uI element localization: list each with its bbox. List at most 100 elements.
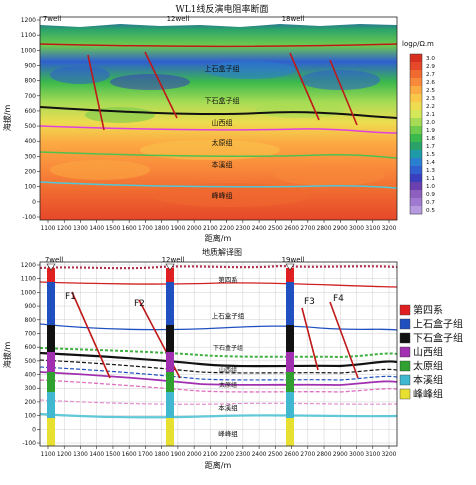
x-tick-label: 2600 [284, 226, 299, 232]
horizon-taiyuan [39, 151, 398, 159]
colorbar-swatch [410, 70, 422, 79]
legend-swatch [399, 374, 411, 386]
y-tick-label: 1200 [21, 17, 36, 24]
fault-f2 [144, 51, 178, 119]
colorbar-tick-label: 1.0 [426, 184, 435, 190]
layer-label-benxi: 本溪组 [212, 160, 233, 169]
well-label: 7well [45, 256, 63, 264]
x-tick-label: 3000 [349, 226, 364, 232]
y-tick-label: 800 [25, 317, 37, 324]
y-tick-label: 1100 [21, 276, 36, 283]
top-y-axis: 1200110010009008007006005004003002001000… [21, 17, 40, 221]
legend-swatch [399, 318, 411, 330]
colorbar-tick-label: 1.3 [426, 168, 435, 174]
y-tick-label: 700 [25, 330, 37, 337]
colorbar-swatch [410, 174, 422, 183]
colorbar-swatch [410, 54, 422, 63]
y-tick-label: 400 [25, 138, 37, 145]
well-column-segment [286, 392, 294, 418]
y-tick-label: 1100 [21, 32, 36, 39]
colorbar-swatch [410, 126, 422, 135]
well-columns [46, 263, 295, 446]
x-tick-label: 1400 [89, 452, 104, 458]
colorbar-swatch [410, 102, 422, 111]
layer-label-quaternary: 第四系 [218, 275, 238, 284]
fault-f3 [289, 52, 320, 121]
well-column-segment [166, 268, 174, 282]
colorbar-tick-label: 1.8 [426, 136, 435, 142]
fault-f1 [87, 54, 105, 131]
x-tick-label: 3100 [365, 452, 380, 458]
y-tick-label: 800 [25, 78, 37, 85]
y-tick-label: 1000 [21, 289, 36, 296]
fault-label-f1: F1 [65, 292, 76, 302]
legend-swatch [399, 304, 411, 316]
colorbar-swatch [410, 118, 422, 127]
well-label: 7well [43, 15, 61, 23]
y-tick-label: -100 [22, 440, 36, 447]
x-tick-label: 2200 [219, 452, 234, 458]
well-column-segment [286, 325, 294, 352]
horizon-base-quaternary [39, 43, 398, 48]
legend-swatch [399, 360, 411, 372]
colorbar-frame [409, 53, 423, 215]
fault-f4 [329, 301, 359, 379]
x-tick-label: 2800 [317, 452, 332, 458]
well-column-segment [286, 418, 294, 446]
legend-label: 本溪组 [413, 374, 443, 387]
layer-label-lower-shihezi: 下石盒子组 [205, 96, 240, 105]
colorbar-tick-label: 2.3 [426, 96, 435, 102]
fault-f1 [71, 291, 111, 379]
legend-swatch [399, 346, 411, 358]
x-tick-label: 3100 [365, 226, 380, 232]
colorbar-swatch [410, 110, 422, 119]
layer-label-upper-shihezi: 上石盒子组 [212, 311, 245, 320]
well-column-segment [47, 372, 55, 392]
x-tick-label: 2400 [252, 452, 267, 458]
well-label: 12well [167, 15, 190, 23]
interpretation-plot-frame [39, 261, 398, 447]
well-head-icon [285, 263, 295, 271]
colorbar: 3.0 2.9 2.7 2.6 2.5 2.3 2.2 2.1 2.0 1.9 1.8 1.7 1.5 1… [409, 53, 435, 215]
well-column-segment [166, 372, 174, 392]
horizon-coal-2 [39, 366, 398, 381]
y-tick-label: 500 [25, 123, 37, 130]
colorbar-tick-label: 1.1 [426, 176, 435, 182]
colorbar-swatch [410, 86, 422, 95]
layer-label-shanxi: 山西组 [219, 366, 237, 374]
x-tick-label: 3000 [349, 452, 364, 458]
geologic-interpretation-panel: 地质解译图 F1 F2 F3 F4 第四系 上石盒子组 下石盒子 [2, 247, 463, 470]
horizon-shanxi [39, 125, 398, 134]
x-tick-label: 1800 [154, 226, 169, 232]
horizon-taiyuan [39, 379, 398, 393]
colorbar-tick-label: 0.7 [426, 200, 435, 206]
x-tick-label: 1100 [41, 226, 56, 232]
bottom-x-axis: 1100 1200 1300 1400 1500 1600 1700 1800 1900 2000… [41, 446, 397, 458]
bottom-y-axis: 1200110010009008007006005004003002001000… [21, 262, 40, 447]
colorbar-swatch [410, 150, 422, 159]
legend-label: 下石盒子组 [413, 332, 463, 345]
layer-label-shanxi: 山西组 [212, 118, 233, 127]
y-tick-label: 0 [32, 426, 36, 433]
terrain-mask [40, 17, 397, 27]
x-tick-label: 1400 [89, 226, 104, 232]
horizon-benxi-base [39, 412, 398, 419]
x-tick-label: 1600 [122, 226, 137, 232]
well-column-segment [47, 325, 55, 352]
horizon-lower-shihezi-base [39, 351, 398, 368]
well-column-segment [47, 268, 55, 282]
colorbar-swatch [410, 94, 422, 103]
layer-label-upper-shihezi: 上石盒子组 [205, 64, 240, 73]
colorbar-tick-label: 2.1 [426, 112, 435, 118]
x-tick-label: 2500 [268, 452, 283, 458]
colorbar-tick-label: 0.5 [426, 208, 435, 214]
colorbar-swatch [410, 206, 422, 215]
x-tick-label: 1300 [73, 452, 88, 458]
top-y-axis-label: 海拔/m [2, 105, 12, 132]
horizon-benxi [39, 181, 398, 189]
colorbar-swatch [410, 182, 422, 191]
layer-label-taiyuan: 太原组 [219, 381, 237, 389]
well-head-icon [165, 263, 175, 271]
y-tick-label: 900 [25, 62, 37, 69]
layer-label-taiyuan: 太原组 [212, 138, 233, 147]
